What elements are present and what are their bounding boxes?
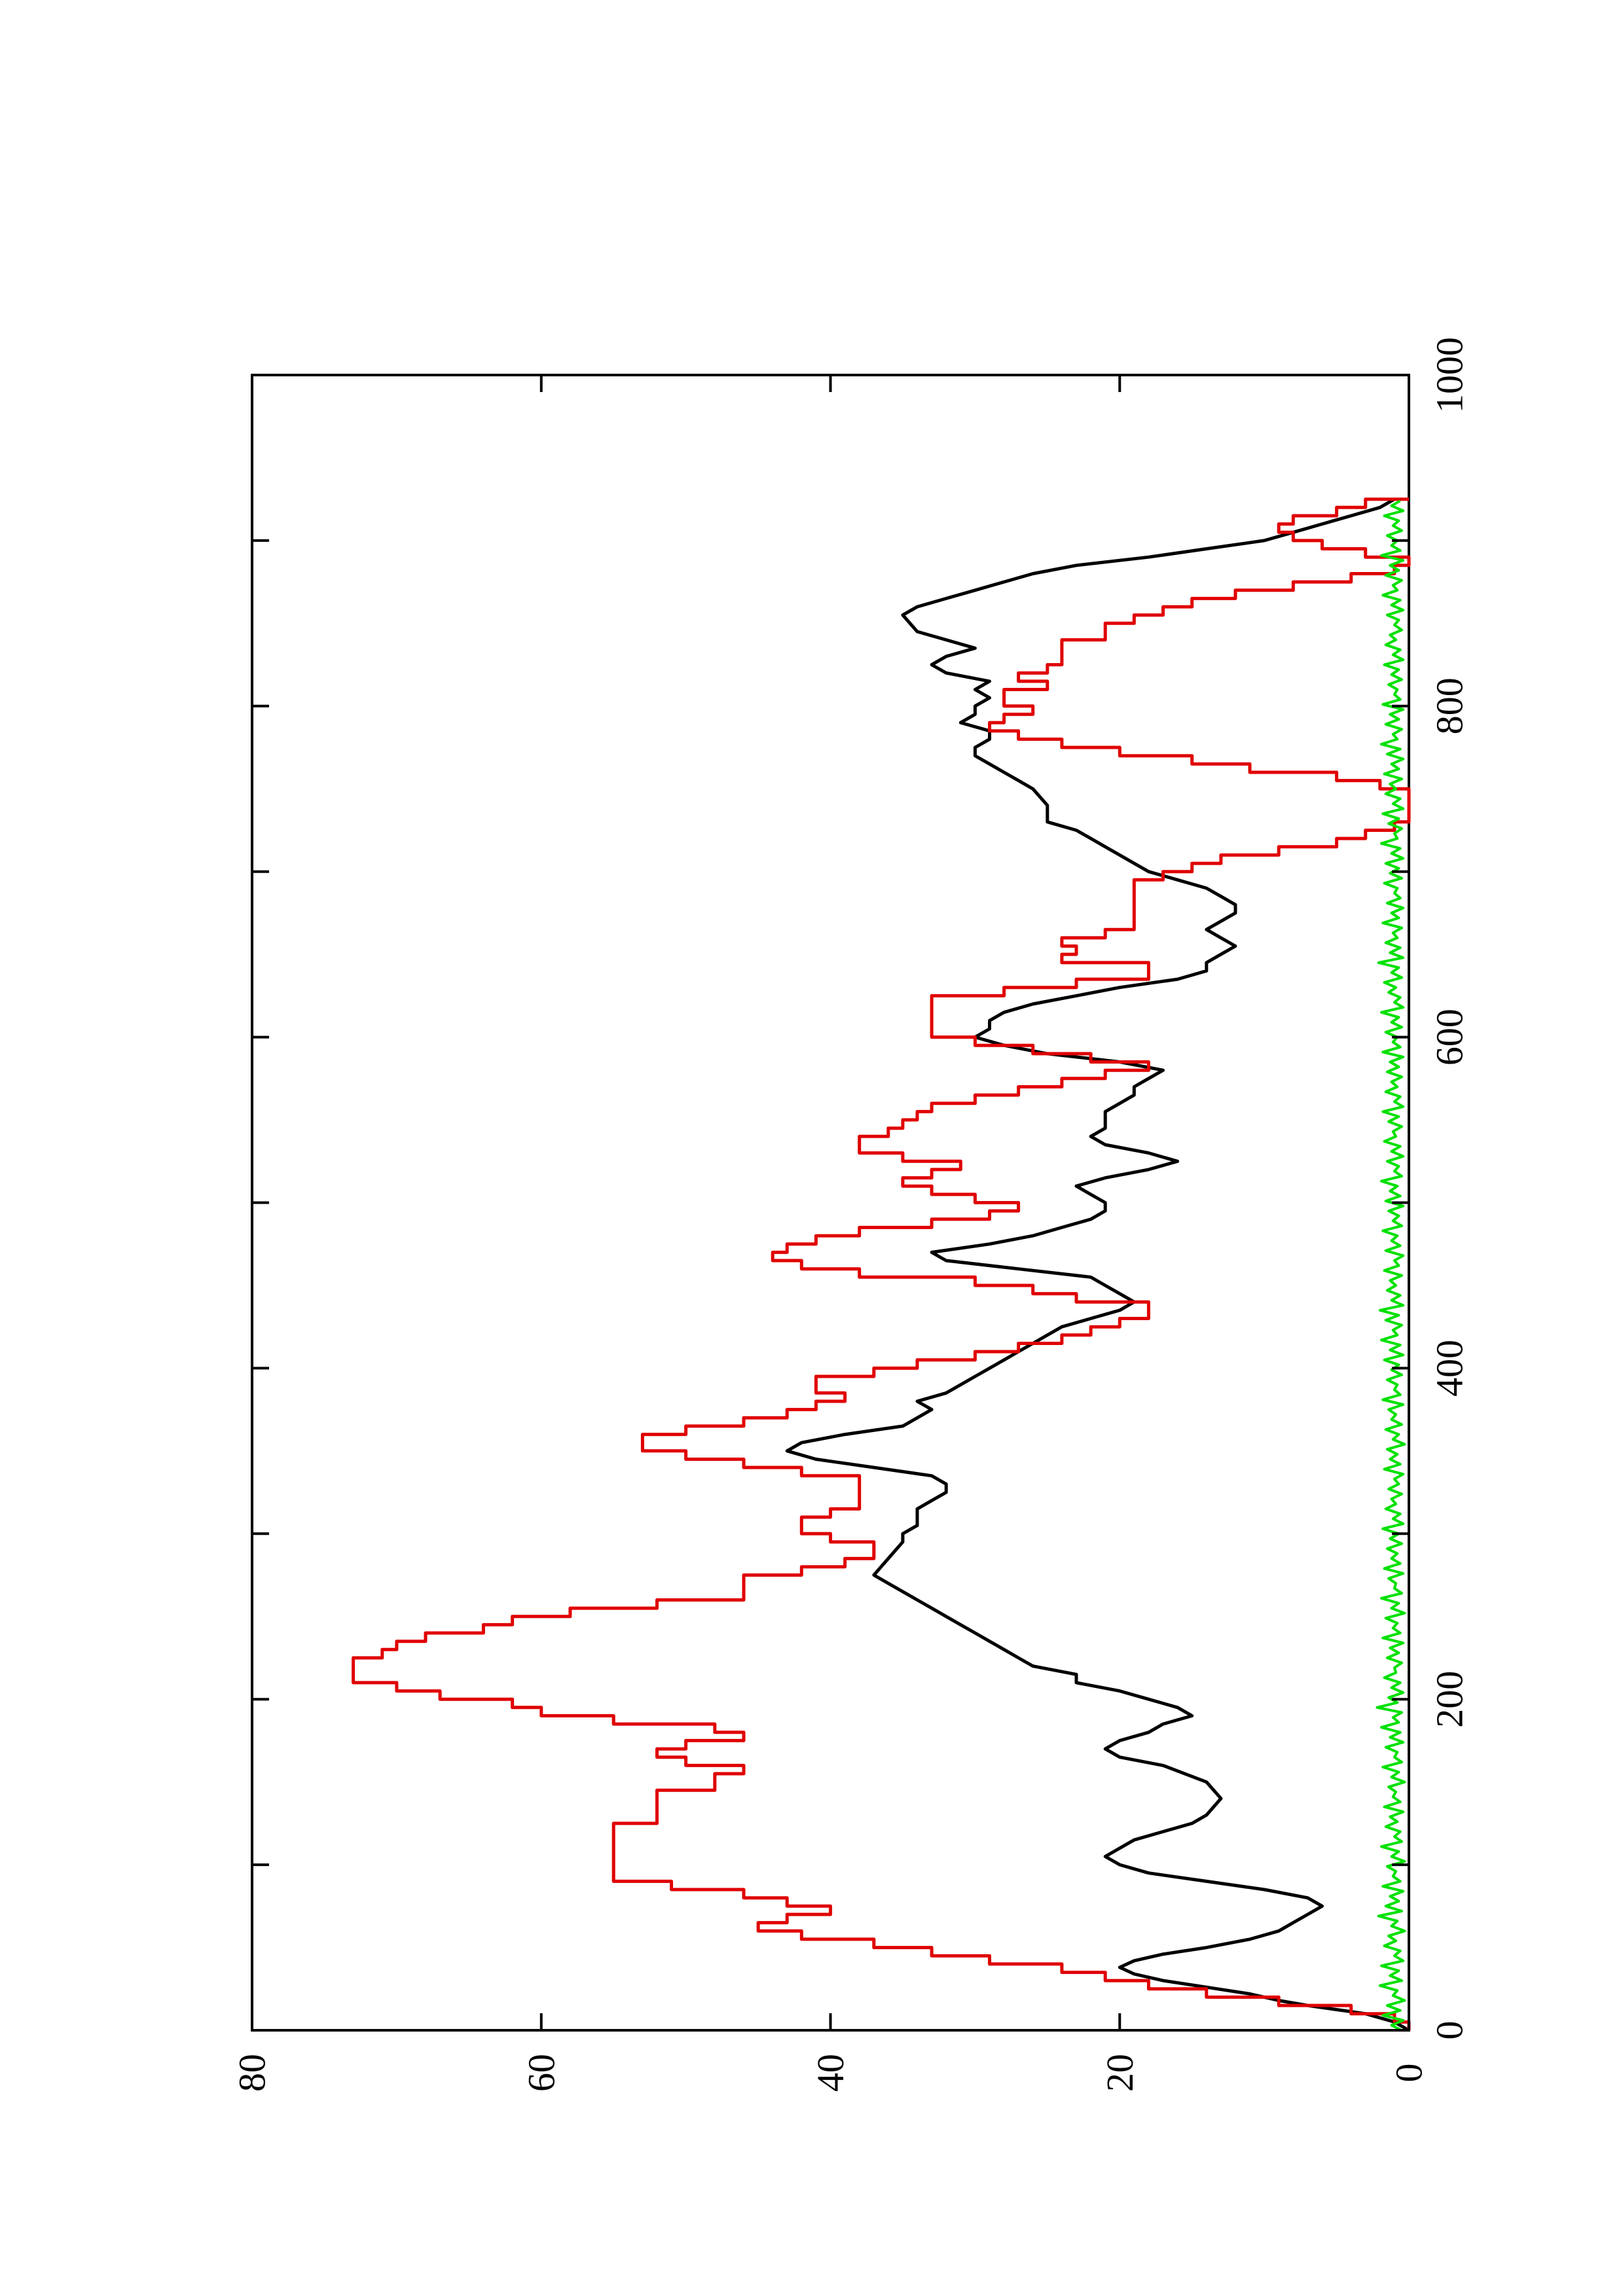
series-green-line xyxy=(1376,499,1406,2032)
series-group xyxy=(352,497,1411,2032)
ticks-group xyxy=(251,374,1410,2032)
plot-area xyxy=(251,374,1411,2032)
y-tick-label: 20 xyxy=(1099,2054,1141,2092)
y-tick-label: 80 xyxy=(231,2054,274,2092)
x-tick-label: 0 xyxy=(1429,2021,1471,2040)
x-tick-label: 200 xyxy=(1429,1671,1471,1728)
x-tick-label: 800 xyxy=(1429,677,1471,734)
x-tick-label: 400 xyxy=(1429,1340,1471,1397)
tick-labels: 0 200 400 600 800 1000 0 20 40 60 80 xyxy=(231,337,1471,2092)
x-tick-label: 600 xyxy=(1429,1009,1471,1066)
y-tick-label: 60 xyxy=(520,2054,562,2092)
series-red-line xyxy=(352,497,1411,2030)
y-tick-label: 0 xyxy=(1388,2064,1431,2083)
series-black-line xyxy=(785,497,1410,2032)
plot-frame xyxy=(251,374,1410,2032)
y-tick-label: 40 xyxy=(809,2054,852,2092)
x-tick-label: 1000 xyxy=(1429,337,1471,413)
